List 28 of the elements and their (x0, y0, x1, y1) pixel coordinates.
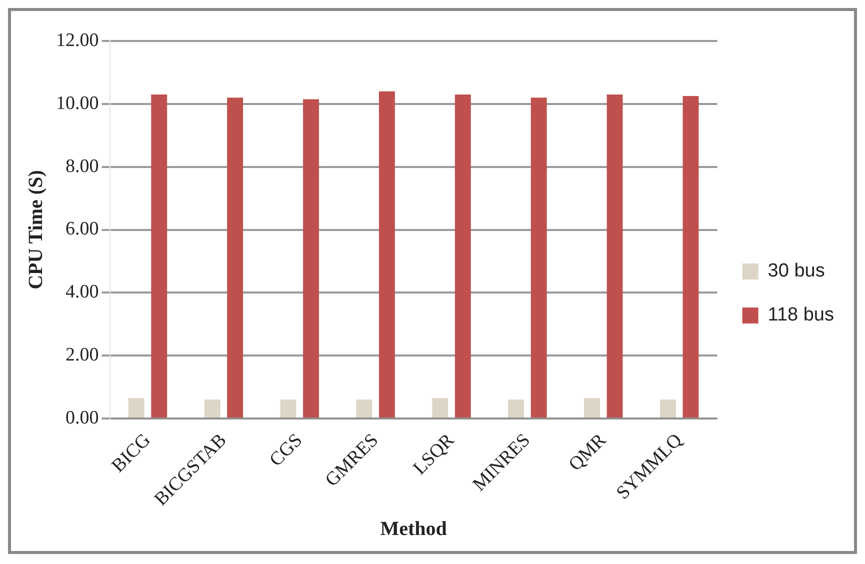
y-tick-label: 6.00 (66, 218, 99, 240)
y-tick-label: 10.00 (56, 92, 99, 114)
bar (508, 400, 524, 418)
y-axis-title: CPU Time (S) (25, 170, 48, 290)
bar (227, 98, 244, 418)
bar (454, 94, 471, 418)
bar (682, 96, 699, 418)
bar (584, 398, 600, 418)
legend-label: 118 bus (768, 304, 834, 326)
bar (151, 94, 168, 418)
bar (204, 400, 220, 418)
y-tick-label: 8.00 (66, 156, 99, 177)
y-tick-label: 2.00 (66, 344, 99, 366)
bar (128, 398, 144, 418)
bar (378, 91, 395, 418)
bar (530, 98, 547, 418)
bar (280, 400, 296, 418)
y-tick-label: 12.00 (56, 30, 99, 51)
legend-label: 30 bus (768, 260, 825, 282)
x-axis-title: Method (380, 518, 447, 540)
bar (606, 94, 623, 418)
bar (356, 400, 372, 418)
bar (432, 398, 448, 418)
bar (303, 99, 319, 418)
y-tick-label: 0.00 (66, 408, 99, 428)
x-tick-label: CGS (266, 430, 307, 471)
y-tick-label: 4.00 (66, 282, 99, 303)
bar (660, 400, 676, 418)
